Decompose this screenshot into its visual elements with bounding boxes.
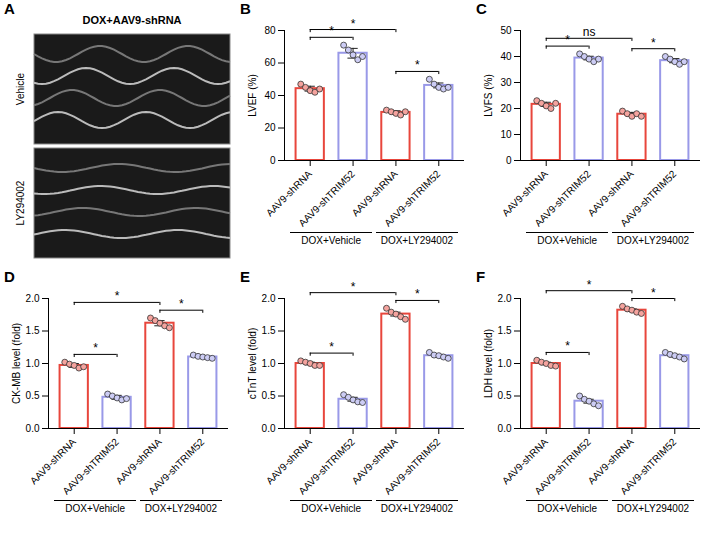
html-text:DOX+LY294002: DOX+LY294002 <box>380 235 453 246</box>
svg-text:60: 60 <box>264 57 276 68</box>
svg-text:1.0: 1.0 <box>498 358 512 369</box>
svg-text:40: 40 <box>264 90 276 101</box>
svg-text:AAV9-shTRIM52: AAV9-shTRIM52 <box>296 436 357 497</box>
svg-text:50: 50 <box>500 25 512 36</box>
html-text:DOX+Vehicle: DOX+Vehicle <box>537 503 597 514</box>
svg-text:AAV9-shTRIM52: AAV9-shTRIM52 <box>618 168 679 229</box>
svg-text:*: * <box>115 289 120 303</box>
html-text:F: F <box>476 268 486 285</box>
svg-text:1.0: 1.0 <box>26 358 40 369</box>
svg-text:*: * <box>179 297 184 311</box>
svg-text:DOX+AAV9-shRNA: DOX+AAV9-shRNA <box>82 14 181 26</box>
svg-text:AAV9-shRNA: AAV9-shRNA <box>349 436 400 487</box>
html-text:DOX+LY294002: DOX+LY294002 <box>616 503 689 514</box>
svg-text:LDH level (fold): LDH level (fold) <box>483 329 494 398</box>
svg-text:*: * <box>651 286 656 300</box>
svg-text:1.0: 1.0 <box>262 358 276 369</box>
svg-text:10: 10 <box>500 129 512 140</box>
svg-text:0: 0 <box>506 155 512 166</box>
svg-text:*: * <box>565 33 570 47</box>
html-text:DOX+LY294002: DOX+LY294002 <box>380 503 453 514</box>
svg-text:AAV9-shTRIM52: AAV9-shTRIM52 <box>532 168 593 229</box>
svg-text:*: * <box>565 339 570 353</box>
svg-text:*: * <box>415 287 420 301</box>
svg-text:*: * <box>329 340 334 354</box>
svg-text:AAV9-shTRIM52: AAV9-shTRIM52 <box>296 168 357 229</box>
html-text:A: A <box>4 0 15 17</box>
svg-text:*: * <box>93 341 98 355</box>
svg-text:AAV9-shTRIM52: AAV9-shTRIM52 <box>382 436 443 497</box>
svg-text:LY294002: LY294002 <box>15 180 26 225</box>
svg-text:AAV9-shRNA: AAV9-shRNA <box>585 436 636 487</box>
svg-text:AAV9-shRNA: AAV9-shRNA <box>499 168 550 219</box>
svg-text:30: 30 <box>500 77 512 88</box>
svg-text:LVFS (%): LVFS (%) <box>483 74 494 117</box>
svg-text:2.0: 2.0 <box>26 293 40 304</box>
html-text:DOX+LY294002: DOX+LY294002 <box>144 503 217 514</box>
svg-text:*: * <box>351 280 356 294</box>
svg-text:AAV9-shRNA: AAV9-shRNA <box>349 168 400 219</box>
svg-text:*: * <box>415 58 420 72</box>
svg-text:AAV9-shRNA: AAV9-shRNA <box>263 436 314 487</box>
html-text:D: D <box>4 268 15 285</box>
svg-text:0.5: 0.5 <box>26 390 40 401</box>
svg-text:0.0: 0.0 <box>26 423 40 434</box>
svg-text:AAV9-shTRIM52: AAV9-shTRIM52 <box>532 436 593 497</box>
svg-text:1.5: 1.5 <box>498 325 512 336</box>
svg-text:AAV9-shRNA: AAV9-shRNA <box>263 168 314 219</box>
svg-text:AAV9-shRNA: AAV9-shRNA <box>27 436 78 487</box>
svg-text:CK-MB level (fold): CK-MB level (fold) <box>11 323 22 404</box>
html-text:B: B <box>240 0 251 17</box>
html-text:DOX+Vehicle: DOX+Vehicle <box>537 235 597 246</box>
svg-text:AAV9-shTRIM52: AAV9-shTRIM52 <box>382 168 443 229</box>
svg-text:AAV9-shTRIM52: AAV9-shTRIM52 <box>60 436 121 497</box>
svg-text:1.5: 1.5 <box>262 325 276 336</box>
svg-text:2.0: 2.0 <box>498 293 512 304</box>
svg-text:40: 40 <box>500 51 512 62</box>
svg-text:0: 0 <box>270 155 276 166</box>
svg-text:*: * <box>329 24 334 38</box>
svg-text:20: 20 <box>500 103 512 114</box>
html-text:C: C <box>476 0 487 17</box>
html-text:DOX+Vehicle: DOX+Vehicle <box>65 503 125 514</box>
svg-text:0.0: 0.0 <box>262 423 276 434</box>
svg-text:1.5: 1.5 <box>26 325 40 336</box>
svg-text:80: 80 <box>264 25 276 36</box>
svg-text:AAV9-shTRIM52: AAV9-shTRIM52 <box>146 436 207 497</box>
html-text:DOX+Vehicle: DOX+Vehicle <box>301 503 361 514</box>
svg-text:*: * <box>587 278 592 292</box>
svg-text:0.5: 0.5 <box>498 390 512 401</box>
html-text:DOX+Vehicle: DOX+Vehicle <box>301 235 361 246</box>
svg-text:LVEF (%): LVEF (%) <box>247 74 258 117</box>
svg-text:0.5: 0.5 <box>262 390 276 401</box>
svg-text:AAV9-shRNA: AAV9-shRNA <box>113 436 164 487</box>
svg-text:2.0: 2.0 <box>262 293 276 304</box>
html-text:DOX+LY294002: DOX+LY294002 <box>616 235 689 246</box>
svg-text:AAV9-shTRIM52: AAV9-shTRIM52 <box>618 436 679 497</box>
svg-text:ns: ns <box>583 25 596 39</box>
svg-text:Vehicle: Vehicle <box>15 72 26 105</box>
svg-text:AAV9-shRNA: AAV9-shRNA <box>499 436 550 487</box>
svg-text:*: * <box>351 17 356 31</box>
svg-text:AAV9-shRNA: AAV9-shRNA <box>585 168 636 219</box>
svg-text:cTnT level (fold): cTnT level (fold) <box>247 328 258 400</box>
svg-text:20: 20 <box>264 122 276 133</box>
svg-text:0.0: 0.0 <box>498 423 512 434</box>
svg-text:*: * <box>651 36 656 50</box>
html-text:E: E <box>240 268 250 285</box>
